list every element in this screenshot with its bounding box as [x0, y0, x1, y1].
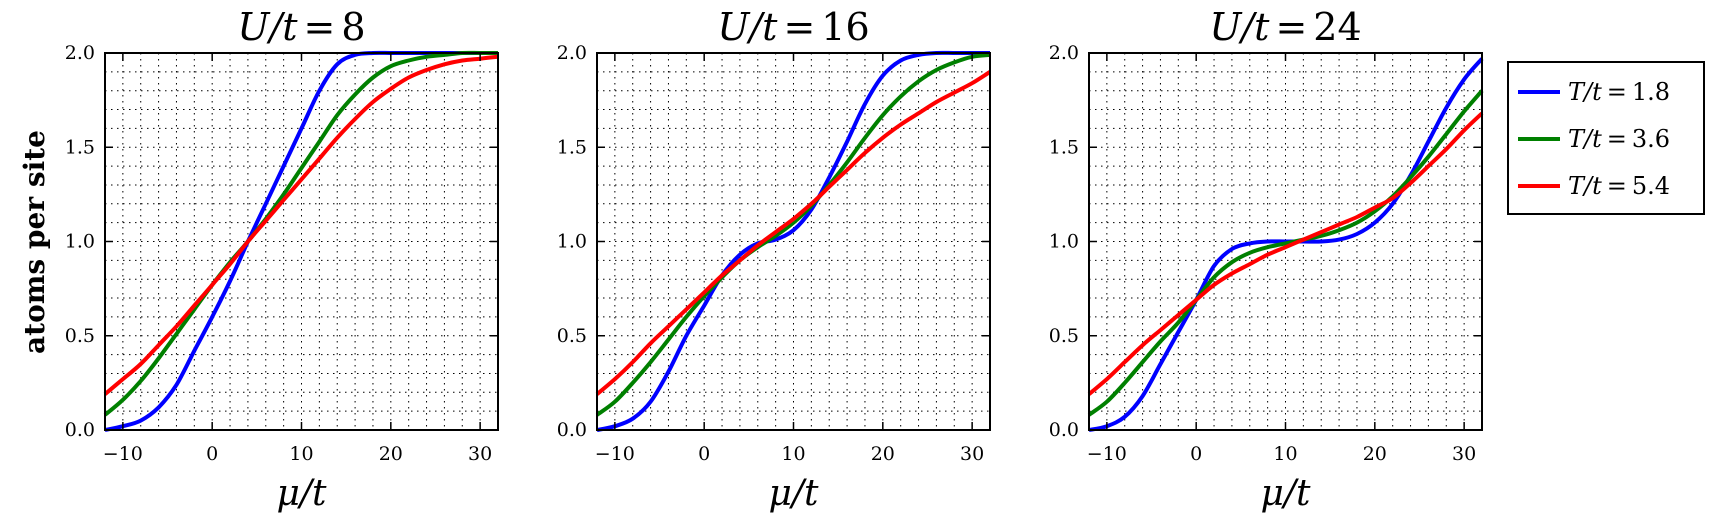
x-tick-label: −10 — [1087, 443, 1127, 465]
series-line-2 — [103, 50, 498, 417]
x-tick-label: 10 — [289, 443, 313, 465]
x-axis-label: μ/t — [277, 473, 328, 514]
x-tick-label: 0 — [206, 443, 218, 465]
y-tick-label: 1.5 — [1049, 136, 1079, 158]
x-tick-label: 0 — [698, 443, 710, 465]
x-tick-label: 20 — [1363, 443, 1387, 465]
y-tick-label: 0.5 — [65, 325, 95, 347]
x-tick-label: 30 — [468, 443, 492, 465]
panel-title: U/t = 8 — [237, 5, 365, 49]
y-tick-label: 0.5 — [1049, 325, 1079, 347]
x-tick-label: 10 — [781, 443, 805, 465]
y-tick-label: 0.0 — [65, 419, 95, 441]
y-tick-label: 1.0 — [557, 231, 587, 253]
x-axis-label: μ/t — [769, 473, 820, 514]
y-tick-label: 0.0 — [557, 419, 587, 441]
y-tick-label: 1.5 — [557, 136, 587, 158]
tick-marks — [1089, 52, 1482, 431]
series-lines — [595, 50, 992, 432]
series-line-3 — [1087, 111, 1484, 396]
y-axis-label: atoms per site — [18, 130, 51, 354]
y-tick-label: 0.5 — [557, 325, 587, 347]
plot-area — [597, 53, 990, 430]
x-tick-label: −10 — [103, 443, 143, 465]
y-tick-label: 2.0 — [557, 42, 587, 64]
y-tick-label: 1.0 — [1049, 231, 1079, 253]
y-tick-label: 1.0 — [65, 231, 95, 253]
y-tick-label: 1.5 — [65, 136, 95, 158]
series-line-2 — [1087, 89, 1484, 417]
series-line-3 — [103, 54, 499, 396]
panel-title: U/t = 16 — [717, 5, 869, 49]
series-line-2 — [595, 52, 991, 417]
legend-label: T/t = 1.8 — [1568, 78, 1670, 106]
series-line-1 — [596, 50, 990, 432]
x-tick-label: −10 — [595, 443, 635, 465]
x-tick-label: 20 — [871, 443, 895, 465]
series-line-3 — [595, 70, 992, 396]
tick-marks — [105, 52, 498, 431]
panel-1: −10 0 10 20 30 0.0 0.5 1.0 1.5 2.0 U/t = 8 μ/t — [65, 5, 499, 514]
x-tick-label: 30 — [960, 443, 984, 465]
x-tick-label: 20 — [379, 443, 403, 465]
series-lines — [1087, 57, 1484, 432]
y-tick-label: 2.0 — [65, 42, 95, 64]
panel-title: U/t = 24 — [1209, 5, 1361, 49]
legend-label: T/t = 3.6 — [1568, 125, 1670, 153]
legend-label: T/t = 5.4 — [1568, 172, 1670, 200]
panel-3: −10 0 10 20 30 0.0 0.5 1.0 1.5 2.0 U/t = 24 μ/t — [1049, 5, 1484, 514]
tick-marks — [597, 52, 990, 431]
plot-area — [105, 53, 498, 430]
y-tick-label: 2.0 — [1049, 42, 1079, 64]
legend: T/t = 1.8 T/t = 3.6 T/t = 5.4 — [1507, 61, 1705, 215]
y-tick-label: 0.0 — [1049, 419, 1079, 441]
x-axis-label: μ/t — [1261, 473, 1312, 514]
x-tick-label: 10 — [1273, 443, 1297, 465]
x-tick-label: 30 — [1452, 443, 1476, 465]
panel-2: −10 0 10 20 30 0.0 0.5 1.0 1.5 2.0 U/t = 16 μ/t — [557, 5, 992, 514]
x-tick-label: 0 — [1190, 443, 1202, 465]
